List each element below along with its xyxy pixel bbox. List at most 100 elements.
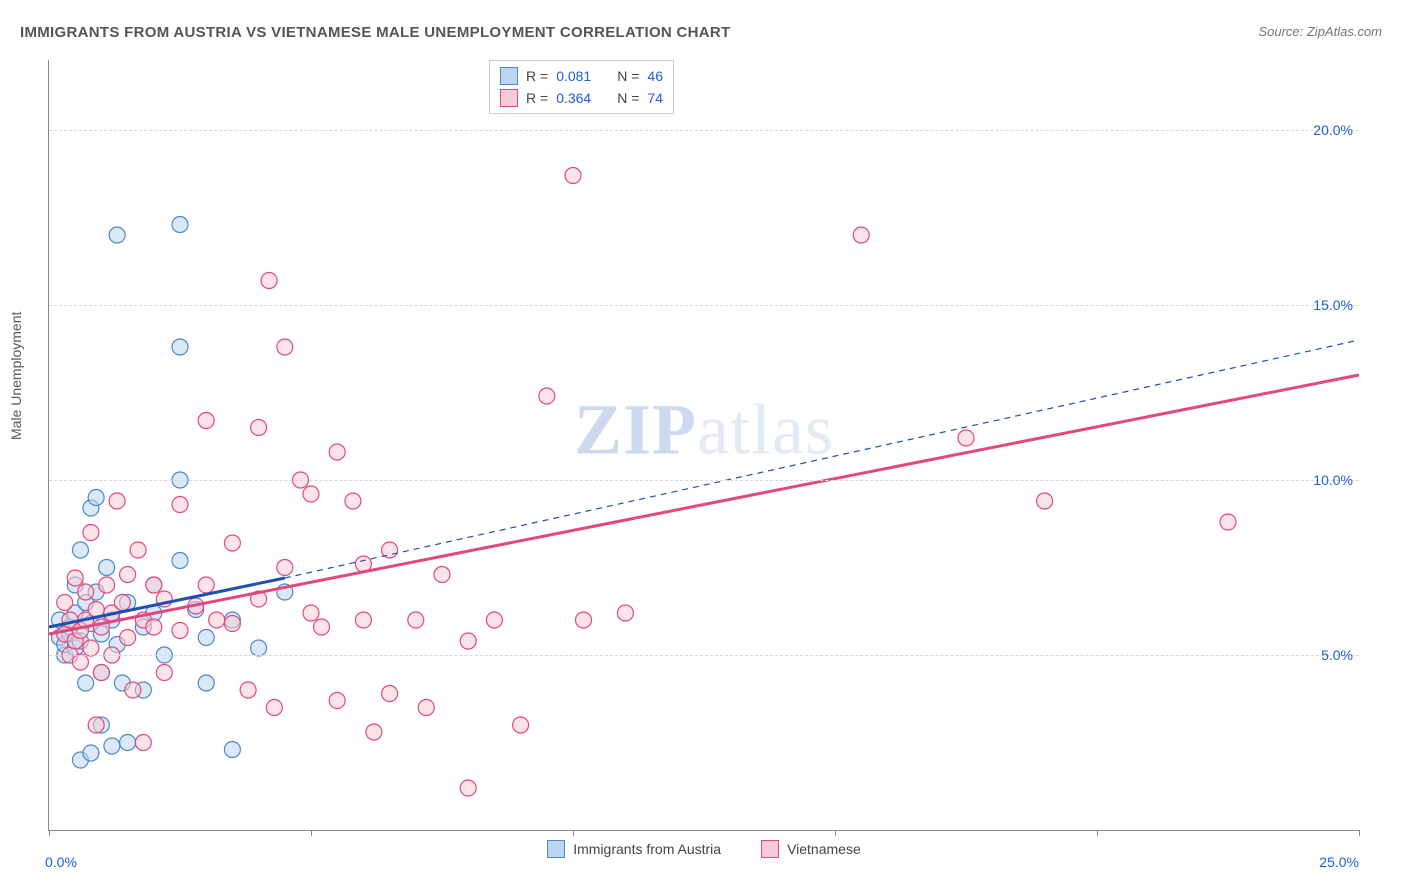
data-point-austria: [172, 217, 188, 233]
data-point-austria: [72, 542, 88, 558]
r-label: R =: [526, 90, 548, 106]
legend-label-vietnamese: Vietnamese: [787, 841, 861, 857]
data-point-austria: [251, 640, 267, 656]
data-point-vietnamese: [135, 735, 151, 751]
data-point-vietnamese: [303, 605, 319, 621]
data-point-vietnamese: [1037, 493, 1053, 509]
data-point-vietnamese: [224, 616, 240, 632]
data-point-vietnamese: [355, 612, 371, 628]
data-point-vietnamese: [460, 633, 476, 649]
data-point-austria: [83, 745, 99, 761]
data-point-vietnamese: [78, 584, 94, 600]
data-point-vietnamese: [83, 640, 99, 656]
y-tick-label: 15.0%: [1313, 297, 1353, 313]
legend-label-austria: Immigrants from Austria: [573, 841, 721, 857]
data-point-austria: [109, 227, 125, 243]
page-title: IMMIGRANTS FROM AUSTRIA VS VIETNAMESE MA…: [20, 24, 731, 41]
data-point-vietnamese: [120, 630, 136, 646]
scatter-svg: [49, 60, 1359, 830]
data-point-austria: [198, 675, 214, 691]
legend-stats: R = 0.081 N = 46 R = 0.364 N = 74: [489, 60, 674, 114]
legend-item-austria: Immigrants from Austria: [547, 840, 721, 858]
legend-stats-row-vietnamese: R = 0.364 N = 74: [500, 87, 663, 109]
data-point-vietnamese: [382, 686, 398, 702]
data-point-vietnamese: [224, 535, 240, 551]
data-point-vietnamese: [565, 168, 581, 184]
data-point-vietnamese: [958, 430, 974, 446]
data-point-vietnamese: [1220, 514, 1236, 530]
data-point-vietnamese: [617, 605, 633, 621]
data-point-vietnamese: [313, 619, 329, 635]
data-point-vietnamese: [209, 612, 225, 628]
data-point-vietnamese: [120, 567, 136, 583]
x-tick-label: 0.0%: [45, 854, 77, 870]
data-point-vietnamese: [156, 665, 172, 681]
data-point-vietnamese: [130, 542, 146, 558]
swatch-vietnamese: [761, 840, 779, 858]
data-point-vietnamese: [345, 493, 361, 509]
data-point-vietnamese: [198, 413, 214, 429]
data-point-vietnamese: [67, 570, 83, 586]
data-point-vietnamese: [72, 654, 88, 670]
data-point-vietnamese: [83, 525, 99, 541]
data-point-austria: [78, 675, 94, 691]
y-tick-label: 5.0%: [1321, 647, 1353, 663]
data-point-vietnamese: [853, 227, 869, 243]
y-axis-label: Male Unemployment: [8, 312, 24, 440]
data-point-vietnamese: [513, 717, 529, 733]
data-point-vietnamese: [251, 420, 267, 436]
data-point-vietnamese: [277, 339, 293, 355]
data-point-austria: [88, 490, 104, 506]
data-point-vietnamese: [93, 665, 109, 681]
n-label: N =: [617, 90, 639, 106]
data-point-vietnamese: [329, 444, 345, 460]
swatch-austria: [500, 67, 518, 85]
swatch-austria: [547, 840, 565, 858]
data-point-vietnamese: [198, 577, 214, 593]
data-point-vietnamese: [266, 700, 282, 716]
y-tick-label: 20.0%: [1313, 122, 1353, 138]
data-point-austria: [99, 560, 115, 576]
x-tick-label: 25.0%: [1319, 854, 1359, 870]
n-value-austria: 46: [647, 68, 663, 84]
data-point-vietnamese: [240, 682, 256, 698]
data-point-vietnamese: [57, 595, 73, 611]
regression-line-austria-extrapolated: [285, 340, 1359, 578]
source-label: Source: ZipAtlas.com: [1258, 24, 1382, 39]
data-point-vietnamese: [486, 612, 502, 628]
data-point-vietnamese: [366, 724, 382, 740]
data-point-austria: [104, 738, 120, 754]
r-label: R =: [526, 68, 548, 84]
data-point-vietnamese: [575, 612, 591, 628]
data-point-vietnamese: [303, 486, 319, 502]
data-point-vietnamese: [146, 577, 162, 593]
data-point-vietnamese: [539, 388, 555, 404]
data-point-vietnamese: [261, 273, 277, 289]
data-point-vietnamese: [329, 693, 345, 709]
legend-series: Immigrants from Austria Vietnamese: [49, 840, 1359, 858]
data-point-austria: [198, 630, 214, 646]
data-point-austria: [120, 735, 136, 751]
y-tick-label: 10.0%: [1313, 472, 1353, 488]
data-point-vietnamese: [172, 623, 188, 639]
data-point-vietnamese: [146, 619, 162, 635]
data-point-vietnamese: [434, 567, 450, 583]
legend-stats-row-austria: R = 0.081 N = 46: [500, 65, 663, 87]
n-value-vietnamese: 74: [647, 90, 663, 106]
data-point-austria: [172, 339, 188, 355]
r-value-austria: 0.081: [556, 68, 591, 84]
data-point-austria: [224, 742, 240, 758]
plot-area: ZIPatlas R = 0.081 N = 46 R = 0.364 N = …: [48, 60, 1359, 831]
data-point-vietnamese: [109, 493, 125, 509]
data-point-vietnamese: [114, 595, 130, 611]
data-point-vietnamese: [172, 497, 188, 513]
r-value-vietnamese: 0.364: [556, 90, 591, 106]
data-point-vietnamese: [460, 780, 476, 796]
swatch-vietnamese: [500, 89, 518, 107]
legend-item-vietnamese: Vietnamese: [761, 840, 861, 858]
data-point-vietnamese: [88, 717, 104, 733]
regression-line-vietnamese: [49, 375, 1359, 634]
data-point-vietnamese: [277, 560, 293, 576]
n-label: N =: [617, 68, 639, 84]
data-point-austria: [172, 553, 188, 569]
